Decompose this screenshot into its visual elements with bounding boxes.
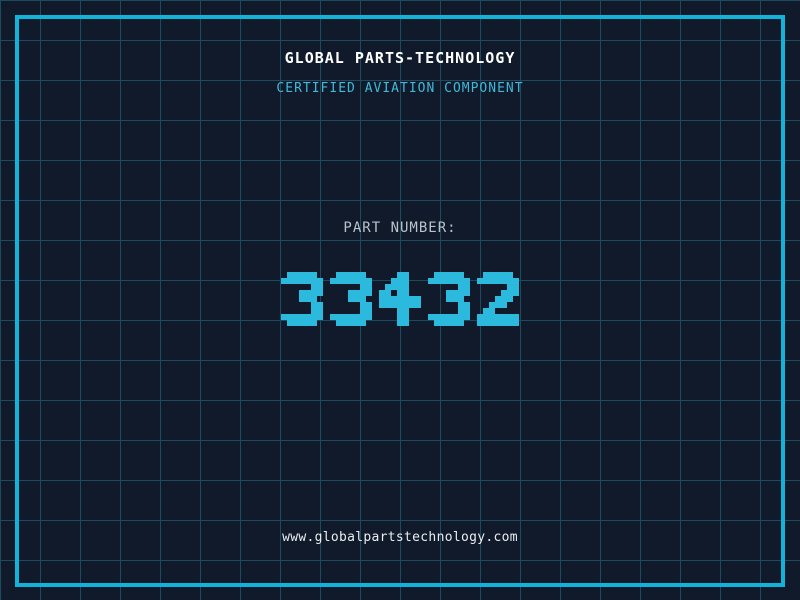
part-number-value	[0, 272, 800, 326]
part-number-label: PART NUMBER:	[343, 220, 457, 236]
page-title: GLOBAL PARTS-TECHNOLOGY	[284, 49, 516, 67]
part-number-digit	[428, 272, 470, 326]
page-subtitle: CERTIFIED AVIATION COMPONENT	[276, 81, 524, 96]
part-number-digit	[477, 272, 519, 326]
part-number-digit	[281, 272, 323, 326]
website-url: www.globalpartstechnology.com	[282, 530, 518, 545]
part-number-digit	[330, 272, 372, 326]
part-number-digit	[379, 272, 421, 326]
